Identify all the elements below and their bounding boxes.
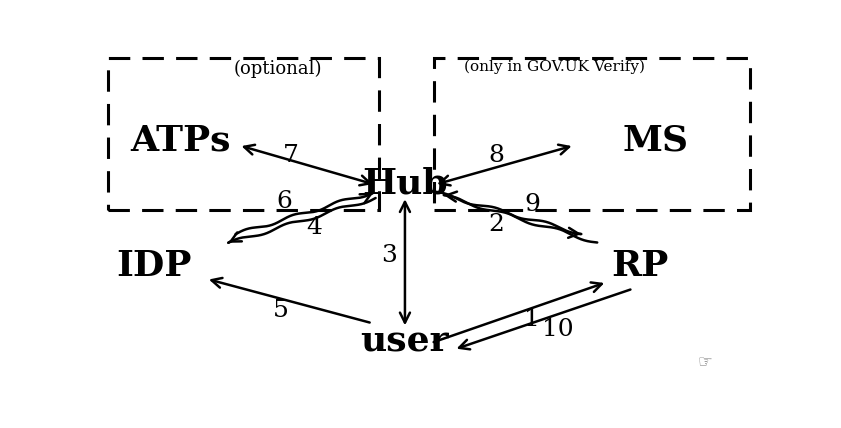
Text: 7: 7 [283,144,299,166]
Text: 2: 2 [489,213,504,236]
Text: RP: RP [611,249,669,282]
Text: (optional): (optional) [234,59,322,78]
Text: IDP: IDP [116,249,192,282]
Text: 1: 1 [524,309,540,331]
Text: Hub: Hub [362,166,447,200]
Text: 10: 10 [542,318,574,342]
Text: MS: MS [623,123,689,158]
Text: 6: 6 [277,190,293,213]
Text: 5: 5 [273,299,289,321]
Text: ATPs: ATPs [130,123,230,158]
Text: 9: 9 [524,193,540,216]
Text: (only in GOV.UK Verify): (only in GOV.UK Verify) [464,59,645,74]
Bar [108,58,378,210]
Text: 3: 3 [381,244,397,267]
Text: user: user [361,324,449,358]
Text: 8: 8 [489,144,504,166]
Text: 4: 4 [306,216,321,239]
Bar [434,58,750,210]
Text: ☞: ☞ [697,354,712,372]
